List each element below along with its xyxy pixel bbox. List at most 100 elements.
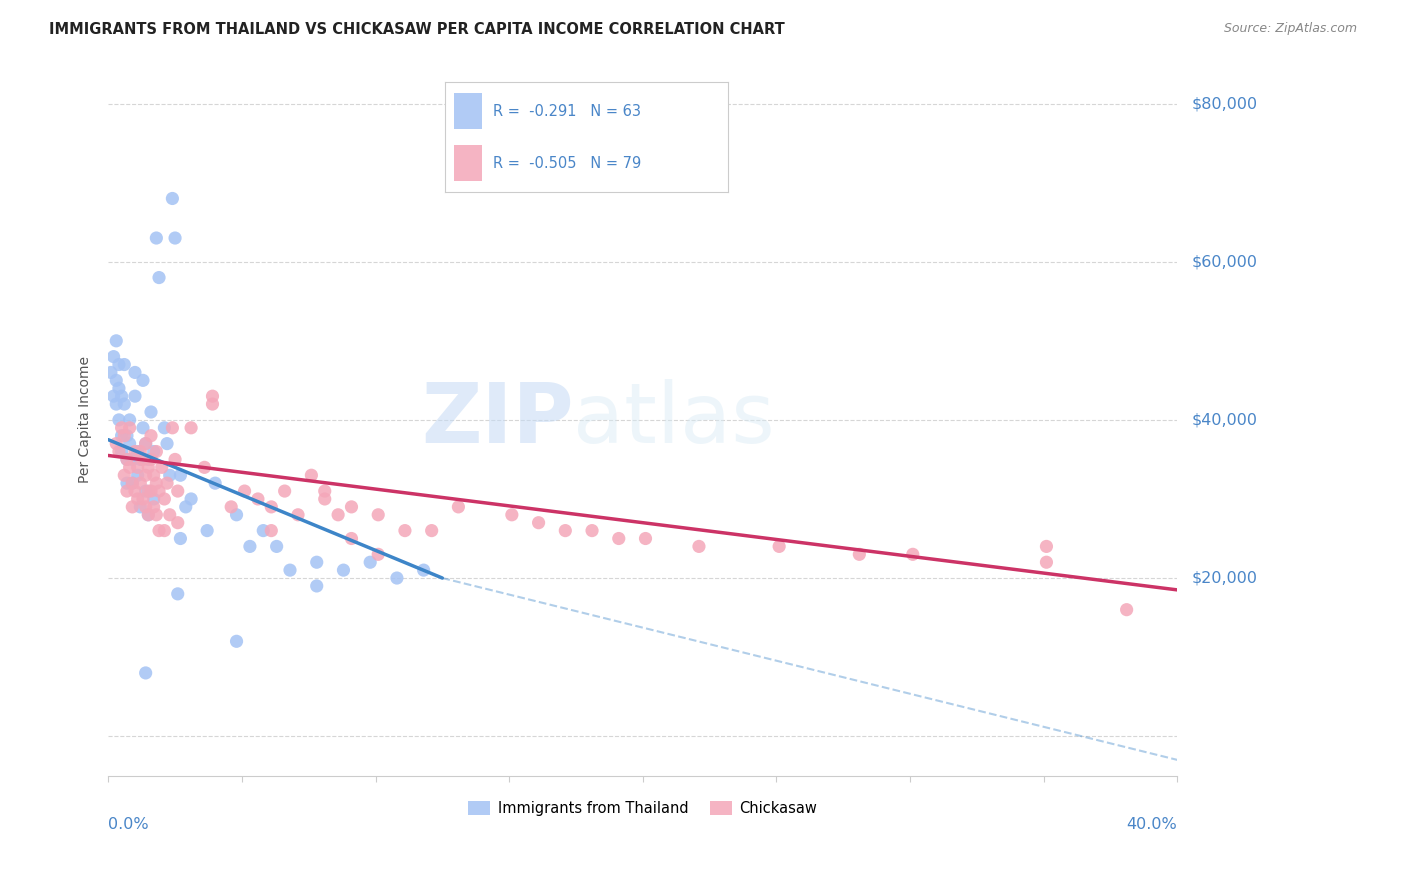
Point	[145, 444, 167, 458]
Point	[340, 500, 363, 514]
Point	[148, 270, 170, 285]
Text: $60,000: $60,000	[1191, 254, 1257, 269]
Point	[139, 405, 162, 419]
Point	[156, 476, 179, 491]
Point	[127, 460, 149, 475]
Point	[340, 532, 363, 546]
Point	[118, 421, 141, 435]
Text: $20,000: $20,000	[1191, 571, 1257, 585]
Point	[260, 500, 283, 514]
Point	[420, 524, 443, 538]
Point	[180, 421, 202, 435]
Point	[225, 634, 247, 648]
Point	[299, 468, 322, 483]
Point	[100, 366, 122, 380]
Point	[145, 508, 167, 522]
Point	[127, 491, 149, 506]
Point	[103, 389, 125, 403]
Point	[527, 516, 550, 530]
Legend: Immigrants from Thailand, Chickasaw: Immigrants from Thailand, Chickasaw	[463, 795, 823, 822]
Point	[169, 468, 191, 483]
Point	[142, 444, 165, 458]
Point	[634, 532, 657, 546]
Point	[103, 350, 125, 364]
Point	[278, 563, 301, 577]
Point	[145, 231, 167, 245]
Point	[225, 508, 247, 522]
Point	[287, 508, 309, 522]
Point	[266, 540, 288, 554]
Point	[115, 428, 138, 442]
Point	[132, 373, 155, 387]
Text: 40.0%: 40.0%	[1126, 817, 1177, 832]
Point	[385, 571, 408, 585]
Point	[129, 452, 152, 467]
Point	[554, 524, 576, 538]
Point	[412, 563, 434, 577]
Point	[162, 421, 184, 435]
Point	[124, 389, 146, 403]
Point	[367, 508, 389, 522]
Point	[112, 358, 135, 372]
Point	[124, 444, 146, 458]
Point	[145, 476, 167, 491]
Point	[138, 484, 160, 499]
Point	[132, 421, 155, 435]
Point	[105, 373, 128, 387]
Point	[581, 524, 603, 538]
Point	[135, 436, 157, 450]
Text: IMMIGRANTS FROM THAILAND VS CHICKASAW PER CAPITA INCOME CORRELATION CHART: IMMIGRANTS FROM THAILAND VS CHICKASAW PE…	[49, 22, 785, 37]
Point	[139, 428, 162, 442]
Point	[105, 436, 128, 450]
Point	[138, 508, 160, 522]
Point	[105, 397, 128, 411]
Point	[135, 436, 157, 450]
Point	[132, 491, 155, 506]
Point	[159, 508, 181, 522]
Point	[139, 484, 162, 499]
Point	[195, 524, 218, 538]
Point	[180, 491, 202, 506]
Point	[129, 476, 152, 491]
Point	[127, 468, 149, 483]
Point	[118, 436, 141, 450]
Text: $80,000: $80,000	[1191, 96, 1257, 112]
Point	[166, 516, 188, 530]
Point	[129, 500, 152, 514]
Point	[314, 484, 336, 499]
Point	[1035, 555, 1057, 569]
Point	[115, 452, 138, 467]
Point	[314, 491, 336, 506]
Point	[1115, 602, 1137, 616]
Point	[153, 421, 176, 435]
Text: Source: ZipAtlas.com: Source: ZipAtlas.com	[1223, 22, 1357, 36]
Text: ZIP: ZIP	[420, 379, 574, 460]
Point	[156, 436, 179, 450]
Point	[148, 484, 170, 499]
Point	[112, 397, 135, 411]
Point	[142, 491, 165, 506]
Point	[768, 540, 790, 554]
Point	[1035, 540, 1057, 554]
Point	[132, 452, 155, 467]
Point	[121, 452, 143, 467]
Point	[108, 381, 131, 395]
Point	[150, 460, 173, 475]
Point	[135, 468, 157, 483]
Point	[359, 555, 381, 569]
Point	[394, 524, 416, 538]
Point	[153, 524, 176, 538]
Point	[148, 524, 170, 538]
Point	[153, 491, 176, 506]
Text: atlas: atlas	[574, 379, 775, 460]
Point	[121, 500, 143, 514]
Point	[121, 476, 143, 491]
Point	[110, 444, 132, 458]
Point	[166, 484, 188, 499]
Point	[110, 428, 132, 442]
Point	[135, 484, 157, 499]
Point	[688, 540, 710, 554]
Point	[166, 587, 188, 601]
Point	[118, 413, 141, 427]
Text: $40,000: $40,000	[1191, 412, 1257, 427]
